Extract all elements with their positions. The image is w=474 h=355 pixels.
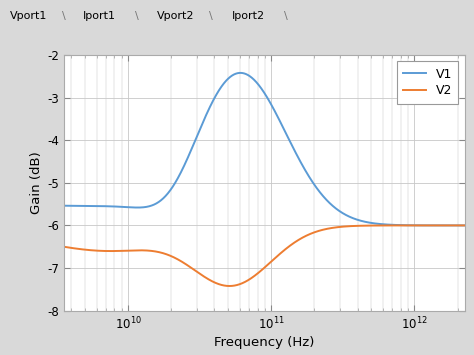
V1 — [61, 203, 67, 208]
V1 — [131, 205, 137, 209]
V2 — [227, 284, 232, 288]
V2 — [107, 249, 112, 253]
Text: Iport2: Iport2 — [232, 11, 265, 21]
V1 — [107, 204, 112, 208]
V2 — [61, 245, 67, 249]
Text: \: \ — [284, 11, 288, 21]
V1 — [411, 223, 417, 228]
Text: Iport1: Iport1 — [83, 11, 116, 21]
V2 — [411, 223, 417, 228]
Text: \: \ — [209, 11, 212, 21]
Text: Vport1: Vport1 — [9, 11, 47, 21]
Text: \: \ — [135, 11, 139, 21]
V2 — [215, 282, 220, 286]
Line: V1: V1 — [64, 73, 465, 225]
V1 — [232, 72, 238, 76]
V1 — [462, 223, 467, 228]
V1 — [454, 223, 460, 228]
V2 — [131, 248, 137, 252]
Text: \: \ — [62, 11, 65, 21]
V1 — [237, 71, 243, 75]
V2 — [232, 283, 238, 288]
V2 — [454, 223, 460, 228]
V1 — [215, 91, 220, 95]
Line: V2: V2 — [64, 225, 465, 286]
Y-axis label: Gain (dB): Gain (dB) — [30, 152, 43, 214]
V2 — [462, 223, 467, 228]
X-axis label: Frequency (Hz): Frequency (Hz) — [214, 336, 314, 349]
Legend: V1, V2: V1, V2 — [397, 61, 458, 104]
Text: Vport2: Vport2 — [156, 11, 194, 21]
